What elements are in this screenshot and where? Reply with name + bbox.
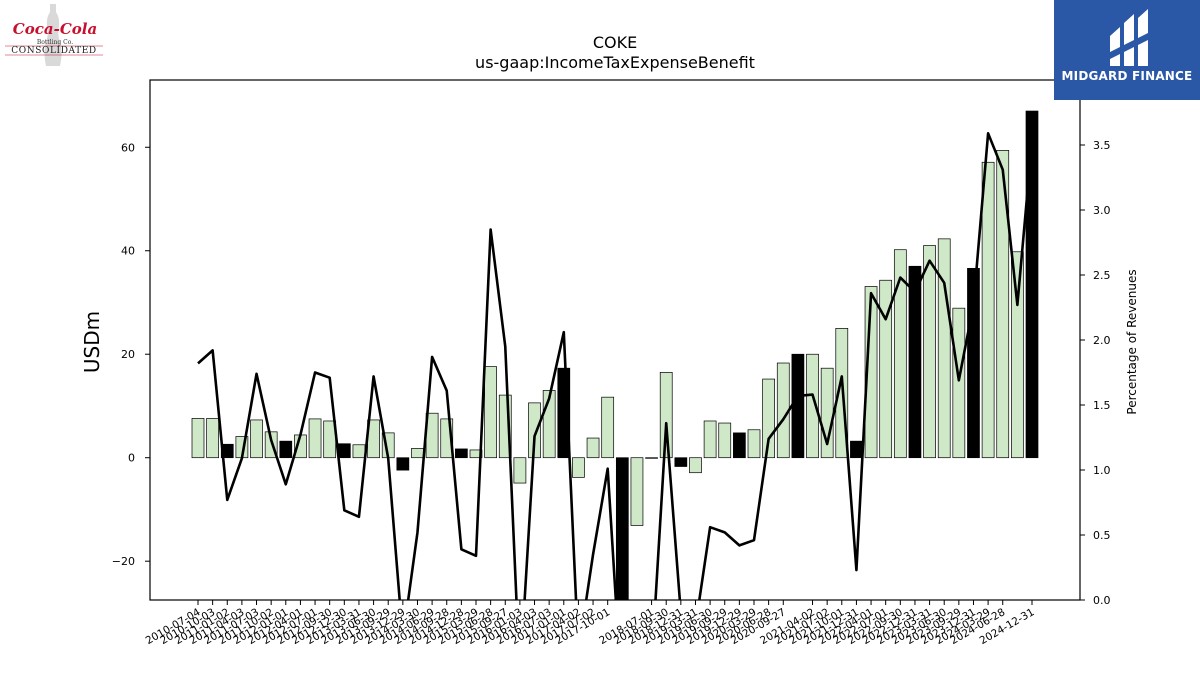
bar <box>279 440 293 459</box>
bar <box>879 279 893 459</box>
y-tick-label: 40 <box>121 245 135 258</box>
bar <box>572 457 585 478</box>
bar <box>528 402 541 459</box>
y2-tick-label: 0.0 <box>1093 594 1111 607</box>
bar <box>1011 251 1024 459</box>
right-axis: 0.0 0.5 1.0 1.5 2.0 2.5 3.0 3.5 <box>1080 139 1111 607</box>
y2-axis-label: Percentage of Revenues <box>1125 269 1139 414</box>
logo-small: Bottling Co. <box>37 39 73 46</box>
bar <box>469 449 483 459</box>
bar <box>396 457 410 471</box>
bar <box>674 457 688 467</box>
bar <box>952 307 966 459</box>
bar <box>1025 110 1039 459</box>
logo-script: Coca-Cola <box>13 20 97 38</box>
bar <box>689 457 702 474</box>
bar-series <box>191 110 1039 601</box>
bar <box>586 437 600 459</box>
y-tick-label: 60 <box>121 141 135 154</box>
bar <box>747 429 761 459</box>
y-tick-label: 20 <box>121 348 135 361</box>
bar <box>981 161 995 459</box>
y2-tick-label: 2.5 <box>1093 269 1111 282</box>
bar <box>337 443 351 459</box>
y-axis-label: USDm <box>80 311 104 373</box>
chart-title: COKE <box>593 33 637 52</box>
bar <box>659 371 673 459</box>
bar <box>411 448 424 459</box>
bar <box>923 245 936 459</box>
y-tick-label: 0 <box>128 452 135 465</box>
bar <box>615 457 629 601</box>
y2-tick-label: 1.5 <box>1093 399 1111 412</box>
y-tick-label: −20 <box>112 555 135 568</box>
publisher-name: MIDGARD FINANCE <box>1061 69 1193 83</box>
company-logo: Coca-Cola Bottling Co. CONSOLIDATED <box>5 4 103 66</box>
bar <box>484 366 497 459</box>
bar <box>996 150 1010 459</box>
bar <box>308 418 322 459</box>
bar <box>191 418 205 459</box>
bar <box>908 265 922 459</box>
x-axis: 2010-07-042010-10-032011-01-022011-04-03… <box>144 600 1037 647</box>
bottle-silhouette <box>44 4 62 66</box>
bar <box>352 444 366 459</box>
left-axis: −20 0 20 40 60 <box>112 141 150 568</box>
y2-tick-label: 3.0 <box>1093 204 1111 217</box>
y2-tick-label: 1.0 <box>1093 464 1111 477</box>
bar <box>937 238 951 459</box>
bar <box>718 422 732 459</box>
bar <box>250 419 263 459</box>
logo-wordmark: CONSOLIDATED <box>11 46 96 56</box>
bar <box>601 396 615 459</box>
bar <box>206 418 219 459</box>
bar <box>513 457 527 484</box>
y2-tick-label: 2.0 <box>1093 334 1111 347</box>
bar <box>762 378 775 459</box>
bar <box>645 457 658 459</box>
bar <box>703 420 717 459</box>
bar <box>733 432 746 459</box>
line-series <box>197 132 1034 600</box>
bar <box>630 457 644 526</box>
line <box>197 132 1034 600</box>
publisher-logo: MIDGARD FINANCE <box>1054 0 1200 100</box>
bar <box>850 440 863 459</box>
bar <box>806 353 819 459</box>
y2-tick-label: 3.5 <box>1093 139 1111 152</box>
bar <box>455 448 468 459</box>
y2-tick-label: 0.5 <box>1093 529 1111 542</box>
chart-subtitle: us-gaap:IncomeTaxExpenseBenefit <box>475 53 755 72</box>
bar <box>791 353 805 459</box>
midgard-mark-icon <box>1110 9 1148 66</box>
bar <box>893 249 907 459</box>
